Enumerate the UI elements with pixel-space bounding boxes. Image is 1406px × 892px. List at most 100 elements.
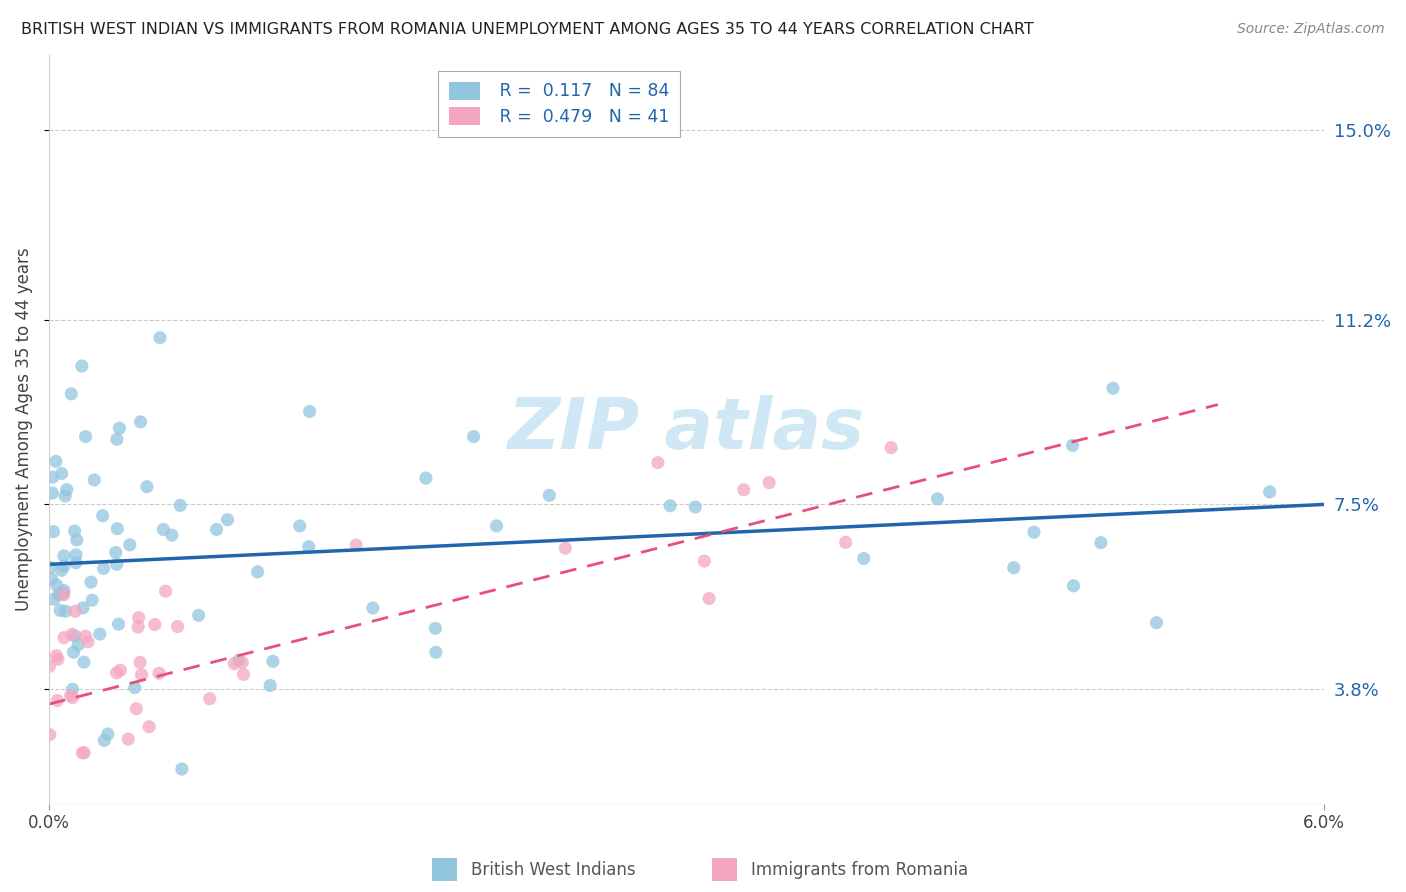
Point (45, 648, 67, 663)
Point (73, 655, 96, 669)
Point (117, 732, 139, 747)
Point (83, 473, 105, 487)
Point (288, 519, 311, 533)
Point (45, 578, 67, 592)
Y-axis label: Unemployment Among Ages 35 to 44 years: Unemployment Among Ages 35 to 44 years (15, 248, 32, 611)
Point (105, 665, 128, 680)
Point (138, 720, 160, 734)
Point (72, 600, 94, 615)
Point (852, 551, 875, 566)
Point (97, 727, 120, 741)
Bar (432, 858, 457, 881)
Point (538, 488, 561, 502)
Point (65, 548, 87, 562)
Point (135, 480, 157, 494)
Text: British West Indians: British West Indians (471, 861, 636, 879)
Point (77, 635, 100, 649)
Point (1146, 615, 1168, 630)
Point (63, 604, 86, 618)
Point (298, 404, 321, 418)
Point (246, 565, 269, 579)
Point (155, 584, 177, 599)
Point (93, 733, 115, 747)
Point (231, 656, 253, 670)
Point (361, 601, 384, 615)
Point (131, 667, 153, 681)
Point (41, 486, 63, 500)
Point (38, 659, 60, 673)
Point (129, 656, 152, 670)
Point (42, 592, 65, 607)
Text: ZIP atlas: ZIP atlas (508, 395, 865, 464)
Point (52, 549, 75, 563)
Point (1002, 560, 1025, 574)
Point (63, 629, 86, 643)
Point (91, 508, 114, 523)
Point (46, 652, 69, 666)
Point (693, 554, 716, 568)
Point (834, 535, 856, 549)
Point (70, 359, 93, 373)
Point (344, 538, 367, 552)
Point (72, 746, 94, 760)
Point (105, 522, 128, 536)
Point (685, 500, 707, 514)
Point (51, 467, 73, 481)
Point (647, 456, 669, 470)
Point (198, 691, 221, 706)
Point (93, 561, 115, 575)
Point (259, 678, 281, 692)
Point (554, 541, 576, 555)
Point (125, 701, 148, 715)
Point (53, 583, 76, 598)
Point (108, 421, 131, 435)
Point (143, 617, 166, 632)
Text: Source: ZipAtlas.com: Source: ZipAtlas.com (1237, 22, 1385, 37)
Point (104, 545, 127, 559)
Point (73, 746, 96, 760)
Point (55, 483, 77, 497)
Point (60, 627, 83, 641)
Point (262, 654, 284, 668)
Point (224, 657, 246, 671)
Point (149, 331, 172, 345)
Point (124, 681, 146, 695)
Point (170, 762, 193, 776)
Point (127, 620, 149, 634)
Point (49, 603, 72, 617)
Point (59, 689, 82, 703)
Point (105, 432, 128, 446)
Point (129, 415, 152, 429)
Point (733, 483, 755, 497)
Point (53, 559, 76, 574)
Point (41, 470, 63, 484)
Point (62, 682, 84, 697)
Point (415, 471, 437, 485)
Point (39, 560, 62, 574)
Point (107, 617, 129, 632)
Point (169, 499, 191, 513)
Text: BRITISH WEST INDIAN VS IMMIGRANTS FROM ROMANIA UNEMPLOYMENT AMONG AGES 35 TO 44 : BRITISH WEST INDIAN VS IMMIGRANTS FROM R… (21, 22, 1033, 37)
Point (1102, 381, 1125, 395)
Point (1022, 525, 1045, 540)
Point (927, 491, 949, 506)
Point (1063, 579, 1085, 593)
Point (880, 441, 903, 455)
Point (67, 638, 90, 652)
Point (298, 540, 321, 554)
Point (82, 593, 104, 607)
Point (1090, 535, 1112, 549)
Point (110, 663, 132, 677)
Point (187, 608, 209, 623)
Point (65, 556, 87, 570)
Point (1258, 484, 1281, 499)
Point (45, 454, 67, 468)
Point (485, 519, 508, 533)
Point (52, 586, 75, 600)
Point (80, 575, 103, 590)
Point (66, 533, 89, 547)
Point (228, 653, 250, 667)
Point (62, 690, 84, 705)
Point (60, 386, 83, 401)
Point (51, 563, 73, 577)
